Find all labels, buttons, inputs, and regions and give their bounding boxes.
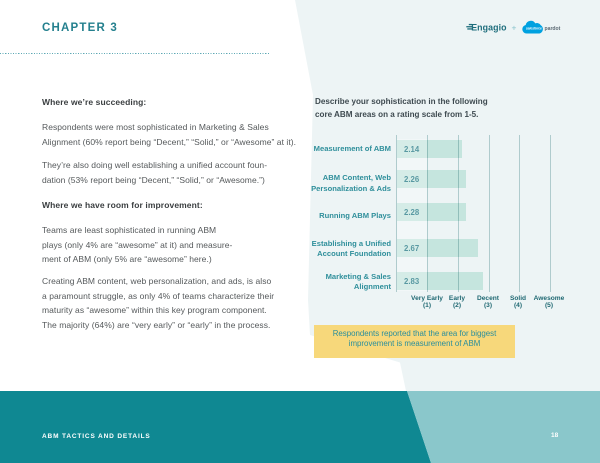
svg-text:pardot: pardot: [545, 26, 561, 32]
svg-text:+: +: [512, 23, 517, 33]
svg-text:salesforce: salesforce: [526, 27, 542, 31]
svg-text:Engagio: Engagio: [471, 22, 507, 32]
